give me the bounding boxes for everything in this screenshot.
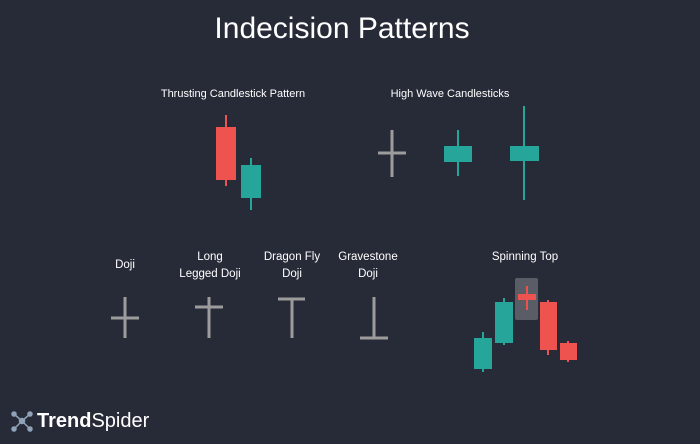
pattern-label: Legged Doji (179, 268, 240, 280)
high-wave-candles (378, 106, 539, 200)
pattern-label: Doji (115, 259, 135, 271)
brand-logo: TrendSpider (11, 410, 150, 432)
pattern-label: Doji (358, 268, 378, 280)
pattern-label: Long (197, 251, 223, 263)
spinning-top-candles (474, 278, 577, 372)
brand-name: TrendSpider (37, 410, 150, 432)
brand-bold: Trend (37, 410, 91, 432)
title: Indecision Patterns (214, 12, 469, 45)
pattern-label: High Wave Candlesticks (391, 88, 510, 100)
thrusting-candles (216, 115, 261, 210)
pattern-label: Dragon Fly (264, 251, 320, 263)
pattern-label: Gravestone (338, 251, 397, 263)
pattern-label: Thrusting Candlestick Pattern (161, 88, 305, 100)
brand-light: Spider (91, 410, 149, 432)
pattern-label: Doji (282, 268, 302, 280)
pattern-label: Spinning Top (492, 251, 558, 263)
doji-shapes (111, 297, 388, 340)
